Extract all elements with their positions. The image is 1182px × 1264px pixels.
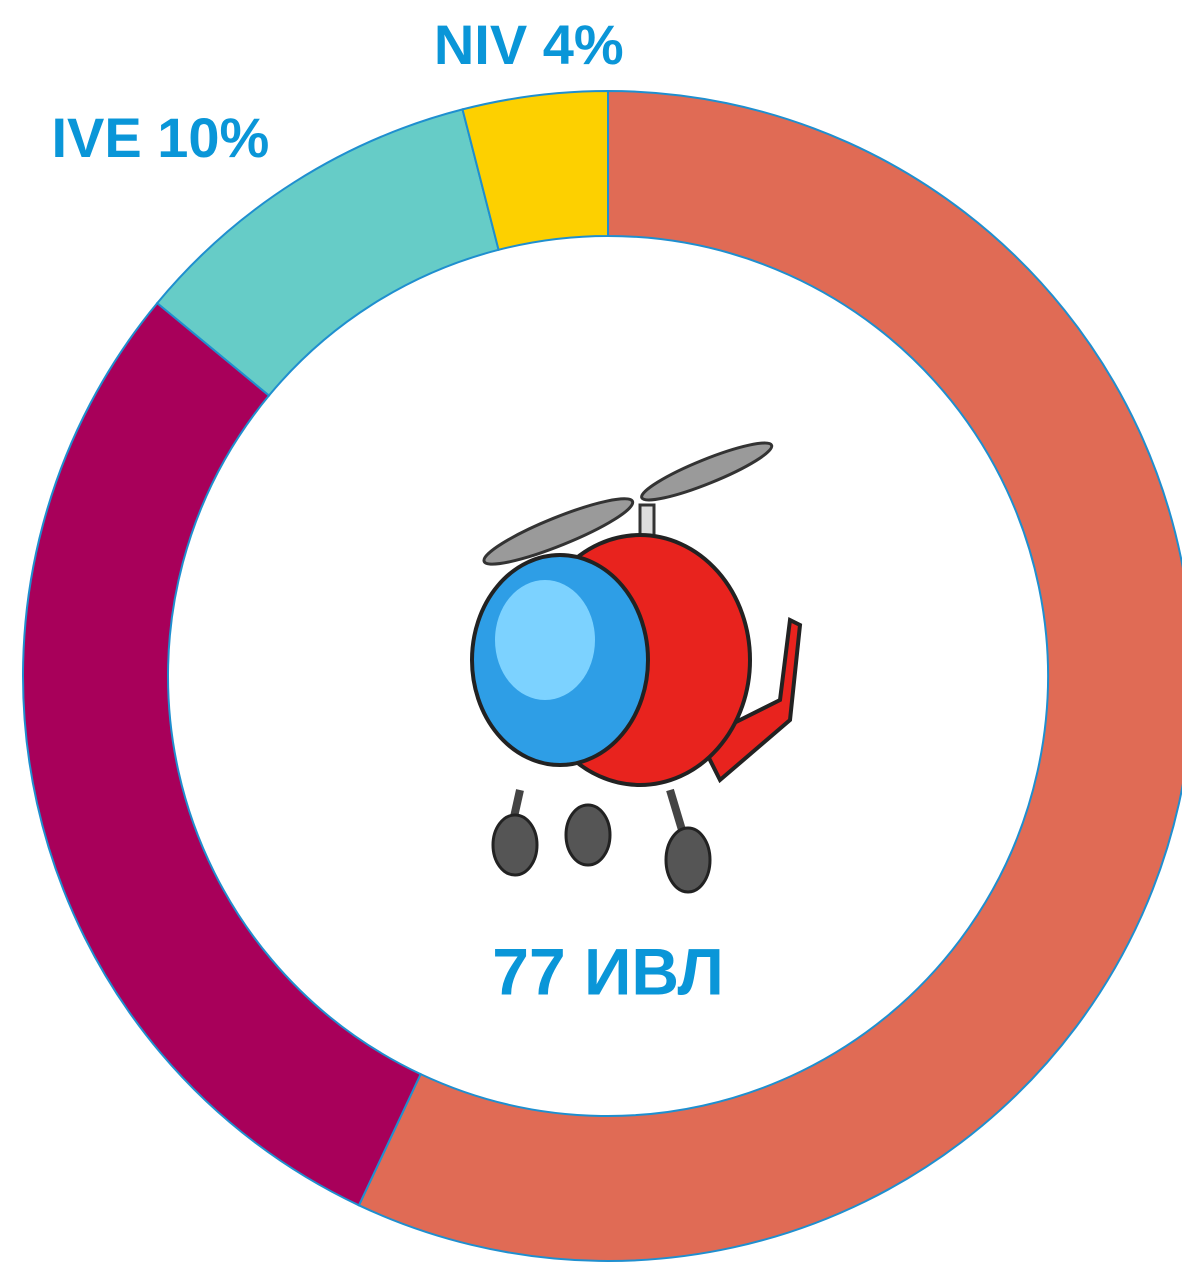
donut-segment: [23, 303, 421, 1205]
segment-label: IVE 10%: [51, 106, 269, 169]
segment-label: NIV 4%: [434, 13, 624, 76]
helicopter-icon: [472, 434, 800, 892]
chart: 77 ИВЛ IVE 10% NIV 4%: [0, 0, 1182, 1264]
center-label: 77 ИВЛ: [492, 934, 724, 1008]
